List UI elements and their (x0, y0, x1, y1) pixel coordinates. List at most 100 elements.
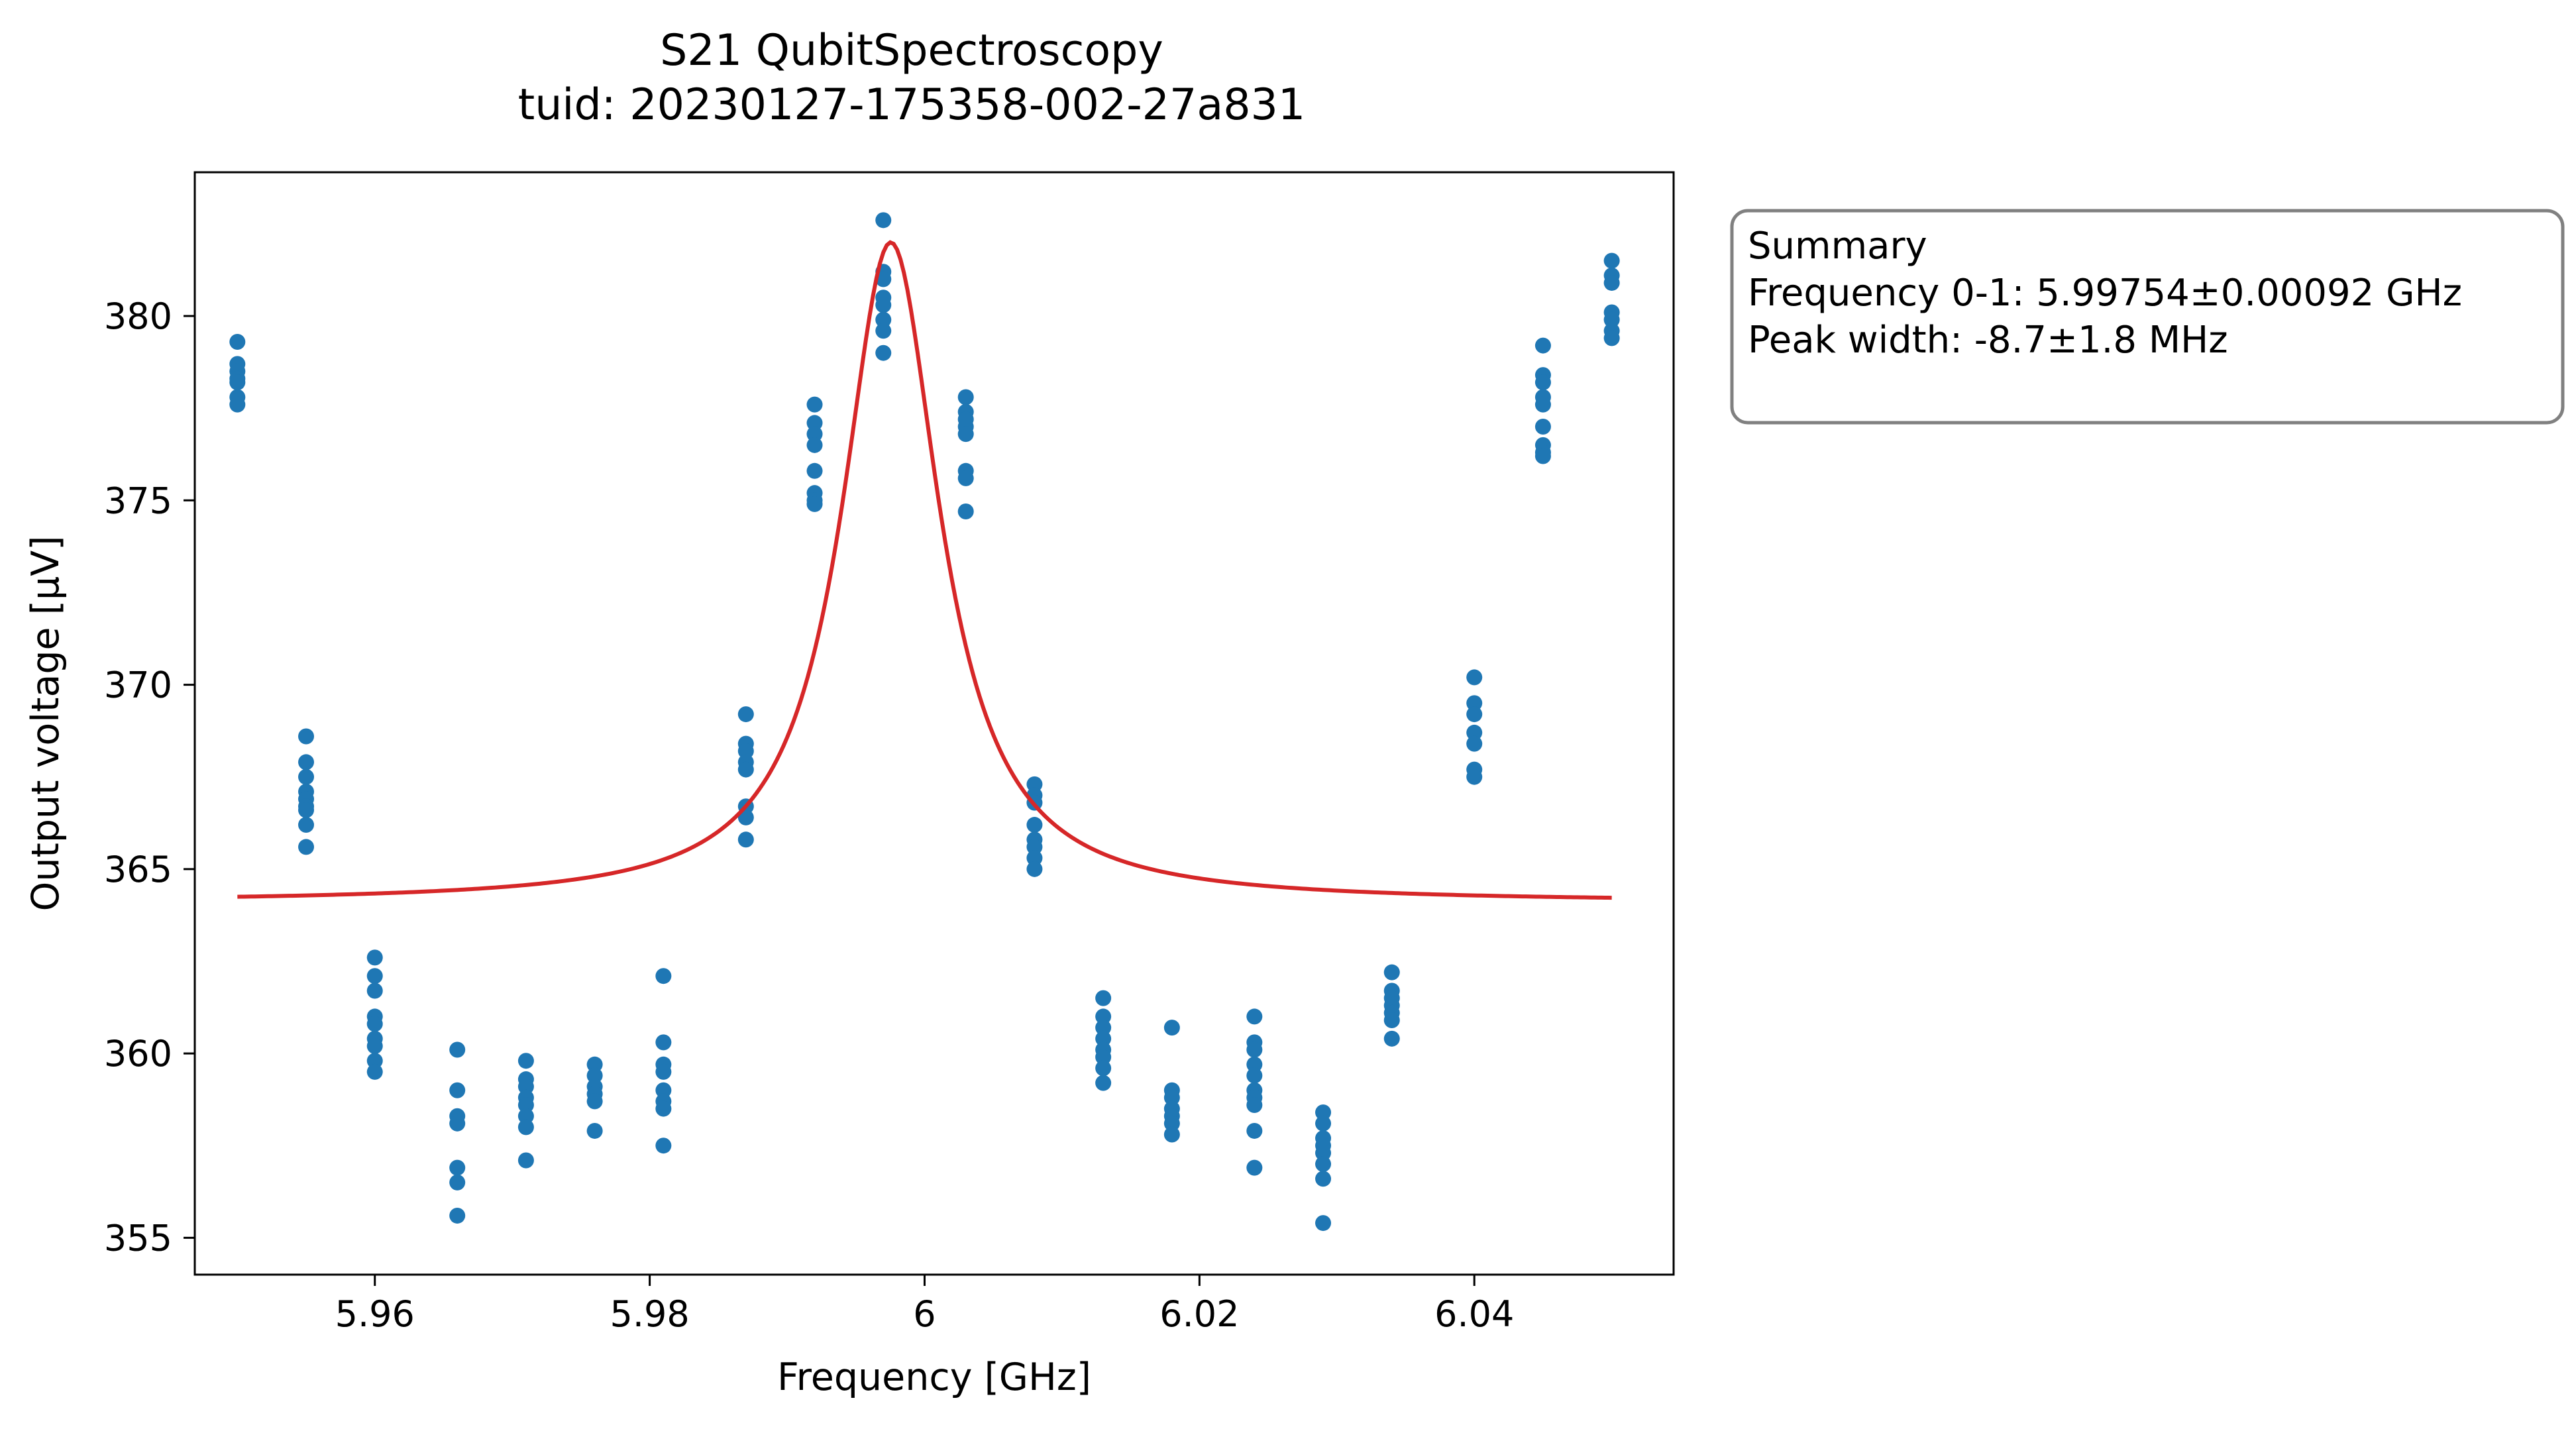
data-point (1246, 1097, 1263, 1113)
data-point (1026, 817, 1043, 833)
data-point (229, 334, 246, 350)
data-point (737, 743, 754, 759)
data-point (806, 496, 823, 512)
data-point (655, 1138, 672, 1154)
data-point (1603, 274, 1620, 291)
data-point (449, 1115, 466, 1132)
data-point (1383, 1030, 1400, 1047)
data-point (298, 839, 315, 855)
data-point (1534, 396, 1551, 413)
chart-subtitle: tuid: 20230127-175358-002-27a831 (518, 80, 1306, 130)
data-point (655, 1034, 672, 1051)
data-point (1026, 850, 1043, 867)
data-point (366, 1053, 383, 1069)
data-point (806, 462, 823, 479)
data-point (737, 831, 754, 848)
data-point (517, 1053, 534, 1069)
y-tick-label: 360 (104, 1033, 172, 1075)
data-point (1534, 337, 1551, 354)
data-point (655, 1063, 672, 1080)
chart-title: S21 QubitSpectroscopy (660, 26, 1163, 76)
data-point (1603, 330, 1620, 346)
data-point (875, 297, 892, 313)
y-tick-label: 370 (104, 664, 172, 706)
data-point (1026, 861, 1043, 877)
data-point (806, 426, 823, 443)
data-point (449, 1174, 466, 1191)
data-point (1466, 669, 1483, 686)
data-point (517, 1152, 534, 1169)
data-point (655, 968, 672, 984)
data-point (1095, 990, 1112, 1006)
x-tick-label: 6.04 (1434, 1293, 1514, 1335)
data-point (366, 1037, 383, 1054)
data-point (517, 1079, 534, 1095)
y-tick-label: 365 (104, 849, 172, 890)
data-point (1095, 1020, 1112, 1036)
data-point (586, 1122, 603, 1139)
data-point (449, 1207, 466, 1224)
x-tick-label: 6 (913, 1293, 936, 1335)
data-point (1315, 1171, 1332, 1187)
plot-frame (193, 171, 1675, 1276)
data-point (1466, 768, 1483, 785)
data-point (298, 802, 315, 818)
data-point (586, 1093, 603, 1110)
data-point (586, 1056, 603, 1073)
data-point (366, 968, 383, 984)
y-axis-label: Output voltage [μV] (24, 536, 68, 912)
data-point (655, 1100, 672, 1117)
data-point (875, 344, 892, 361)
data-point (366, 949, 383, 966)
x-axis-ticks: 5.96 5.98 6 6.02 6.04 (335, 1275, 1514, 1335)
data-point (1026, 839, 1043, 855)
data-point (957, 470, 974, 486)
data-point (1246, 1122, 1263, 1139)
data-point (517, 1119, 534, 1136)
data-point (1383, 1012, 1400, 1028)
data-point (957, 426, 974, 443)
data-point (449, 1159, 466, 1176)
scatter-series (229, 212, 1620, 1232)
data-point (655, 1082, 672, 1098)
data-point (1163, 1115, 1180, 1132)
data-point (298, 754, 315, 770)
data-point (1095, 1008, 1112, 1025)
data-point (229, 374, 246, 391)
data-point (875, 311, 892, 328)
data-point (229, 396, 246, 413)
data-point (806, 396, 823, 413)
data-point (1246, 1067, 1263, 1084)
x-tick-label: 5.98 (610, 1293, 689, 1335)
data-point (366, 1016, 383, 1032)
data-point (806, 437, 823, 453)
data-point (1246, 1056, 1263, 1073)
fit-curve (237, 240, 1612, 900)
x-axis-label: Frequency [GHz] (777, 1355, 1091, 1399)
data-point (298, 768, 315, 785)
data-point (517, 1097, 534, 1113)
data-point (1163, 1089, 1180, 1106)
data-point (957, 389, 974, 405)
data-point (1246, 1008, 1263, 1025)
data-point (366, 1063, 383, 1080)
data-point (1534, 448, 1551, 464)
x-tick-label: 6.02 (1159, 1293, 1239, 1335)
summary-box: Summary Frequency 0-1: 5.99754±0.00092 G… (1730, 209, 2565, 425)
data-point (1163, 1126, 1180, 1143)
y-tick-label: 375 (104, 480, 172, 521)
data-point (1603, 252, 1620, 269)
summary-frequency: Frequency 0-1: 5.99754±0.00092 GHz (1748, 272, 2462, 315)
data-point (1383, 964, 1400, 980)
data-point (806, 415, 823, 431)
data-point (1095, 1030, 1112, 1047)
data-point (1466, 724, 1483, 741)
data-point (1315, 1115, 1332, 1132)
data-point (737, 809, 754, 825)
data-point (1466, 735, 1483, 752)
data-point (875, 271, 892, 288)
data-point (875, 212, 892, 229)
data-point (1315, 1104, 1332, 1121)
data-point (1466, 695, 1483, 712)
